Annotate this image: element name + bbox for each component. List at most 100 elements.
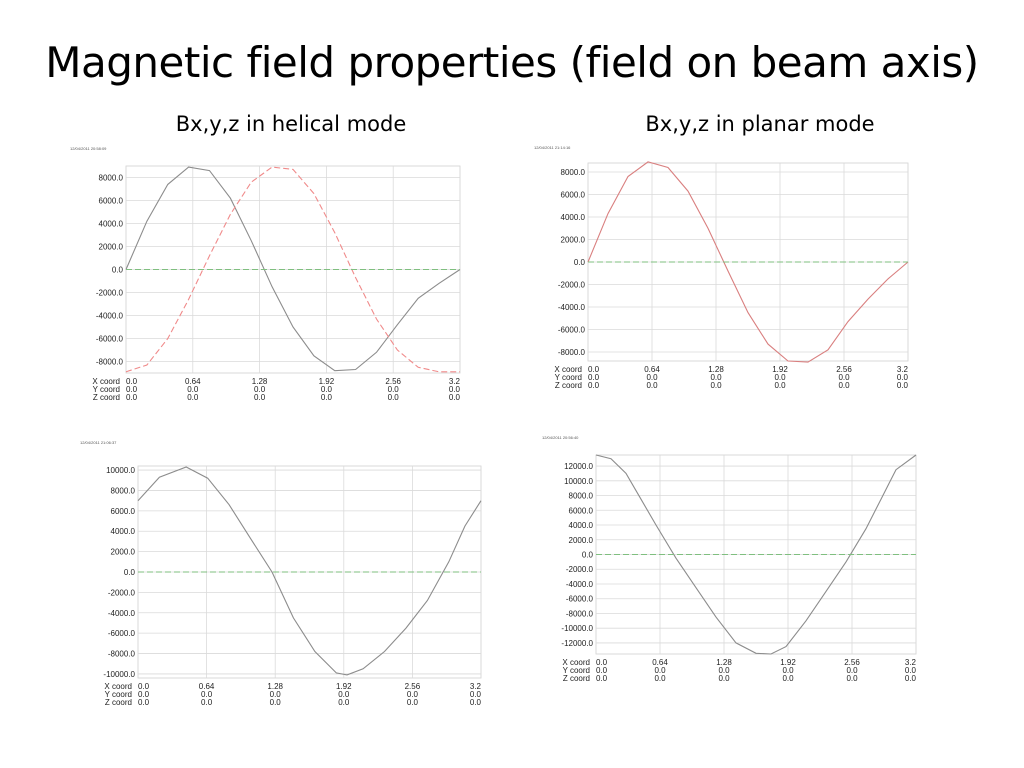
coord-value: 3.2: [897, 365, 909, 374]
coord-value: 0.0: [646, 381, 658, 390]
y-tick-label: 4000.0: [99, 220, 124, 229]
coord-row-label: Y coord: [105, 690, 132, 699]
y-tick-label: -10000.0: [103, 670, 135, 679]
coord-value: 0.0: [710, 381, 722, 390]
y-tick-label: -6000.0: [96, 335, 124, 344]
y-tick-label: 6000.0: [111, 507, 136, 516]
coord-value: 0.64: [199, 682, 215, 691]
coord-value: 0.0: [718, 666, 730, 675]
coord-value: 0.0: [407, 698, 419, 707]
coord-value: 0.0: [321, 385, 333, 394]
coord-row-label: Y coord: [555, 373, 582, 382]
y-tick-label: -6000.0: [566, 595, 594, 604]
coord-value: 0.0: [596, 674, 608, 683]
coord-value: 0.0: [588, 373, 600, 382]
y-tick-label: -4000.0: [558, 303, 586, 312]
y-tick-label: -2000.0: [566, 565, 594, 574]
coord-value: 0.0: [897, 373, 909, 382]
coord-value: 1.28: [716, 658, 732, 667]
y-tick-label: 4000.0: [561, 213, 586, 222]
coord-value: 0.0: [897, 381, 909, 390]
coord-value: 0.0: [201, 698, 213, 707]
coord-value: 0.0: [774, 373, 786, 382]
coord-value: 3.2: [449, 377, 461, 386]
coord-value: 0.0: [654, 674, 666, 683]
y-tick-label: 8000.0: [569, 492, 594, 501]
chart-helical-bottom: 12/04/2011 21:06:37 10000.0 8000.0 6000.0 40…: [80, 440, 482, 707]
coord-row-label: Z coord: [93, 393, 120, 402]
coord-value: 0.0: [905, 674, 917, 683]
coord-value: 0.0: [470, 698, 482, 707]
coord-value: 0.0: [646, 373, 658, 382]
y-tick-label: 2000.0: [561, 236, 586, 245]
coord-value: 0.0: [138, 682, 150, 691]
coord-value: 0.0: [718, 674, 730, 683]
chart-timestamp: 12/04/2011 20:58:09: [70, 146, 107, 151]
chart-timestamp: 12/04/2011 21:06:37: [80, 440, 117, 445]
y-tick-label: -6000.0: [558, 326, 586, 335]
y-tick-label: -2000.0: [108, 588, 136, 597]
slide-title: Magnetic field properties (field on beam…: [45, 38, 979, 87]
coord-value: 1.92: [772, 365, 788, 374]
y-tick-label: 4000.0: [111, 527, 136, 536]
coord-value: 0.0: [905, 666, 917, 675]
coord-value: 0.0: [588, 365, 600, 374]
coord-value: 1.28: [252, 377, 268, 386]
subtitle-helical: Bx,y,z in helical mode: [175, 112, 407, 136]
coord-row-label: Z coord: [563, 674, 590, 683]
coord-value: 0.0: [338, 698, 350, 707]
coord-value: 0.0: [138, 690, 150, 699]
coord-value: 0.0: [774, 381, 786, 390]
y-tick-label: 8000.0: [561, 168, 586, 177]
coord-value: 0.0: [201, 690, 213, 699]
coord-value: 0.0: [187, 385, 199, 394]
coord-value: 2.56: [844, 658, 860, 667]
coord-value: 3.2: [470, 682, 482, 691]
chart-planar-bottom: 12/04/2011 20:56:40 12000.0 10000.0 8000.0 6…: [542, 435, 917, 683]
coord-value: 0.0: [126, 393, 138, 402]
y-tick-label: 4000.0: [569, 521, 594, 530]
coord-value: 0.0: [254, 393, 266, 402]
coord-value: 0.0: [388, 385, 400, 394]
coord-value: 0.0: [254, 385, 266, 394]
coord-value: 0.0: [654, 666, 666, 675]
coord-value: 0.64: [652, 658, 668, 667]
coord-value: 0.0: [588, 381, 600, 390]
coord-row-label: X coord: [562, 658, 590, 667]
y-tick-label: -10000.0: [561, 624, 593, 633]
coord-value: 0.0: [470, 690, 482, 699]
coord-value: 2.56: [836, 365, 852, 374]
y-tick-label: -8000.0: [96, 358, 124, 367]
y-tick-label: 0.0: [574, 258, 586, 267]
coord-value: 0.0: [596, 658, 608, 667]
y-tick-label: 2000.0: [111, 548, 136, 557]
series-line: [125, 166, 461, 372]
coord-value: 0.0: [126, 385, 138, 394]
coord-value: 0.0: [449, 393, 461, 402]
y-tick-label: -4000.0: [566, 580, 594, 589]
coord-value: 0.0: [838, 381, 850, 390]
coord-value: 0.0: [388, 393, 400, 402]
coord-row-label: Y coord: [563, 666, 590, 675]
coord-value: 0.0: [321, 393, 333, 402]
coord-value: 0.0: [126, 377, 138, 386]
coord-value: 0.0: [449, 385, 461, 394]
y-tick-label: 6000.0: [561, 191, 586, 200]
coord-value: 1.92: [780, 658, 796, 667]
series-line: [595, 454, 917, 655]
coord-value: 2.56: [405, 682, 421, 691]
chart-planar-top: 12/04/2011 21:14:16 8000.0 6000.0 4000.0 200…: [534, 145, 909, 390]
coord-value: 0.0: [710, 373, 722, 382]
y-tick-label: -6000.0: [108, 629, 136, 638]
chart-helical-top: 12/04/2011 20:58:09 8000.0 6000.0 4000.0 200…: [70, 146, 461, 402]
y-tick-label: 6000.0: [99, 197, 124, 206]
y-tick-label: -8000.0: [566, 609, 594, 618]
coord-value: 0.64: [644, 365, 660, 374]
coord-value: 0.0: [846, 674, 858, 683]
coord-row-label: X coord: [104, 682, 132, 691]
coord-value: 0.0: [187, 393, 199, 402]
y-tick-label: 10000.0: [106, 466, 135, 475]
y-tick-label: -2000.0: [558, 281, 586, 290]
coord-value: 1.92: [336, 682, 352, 691]
y-tick-label: -4000.0: [96, 312, 124, 321]
